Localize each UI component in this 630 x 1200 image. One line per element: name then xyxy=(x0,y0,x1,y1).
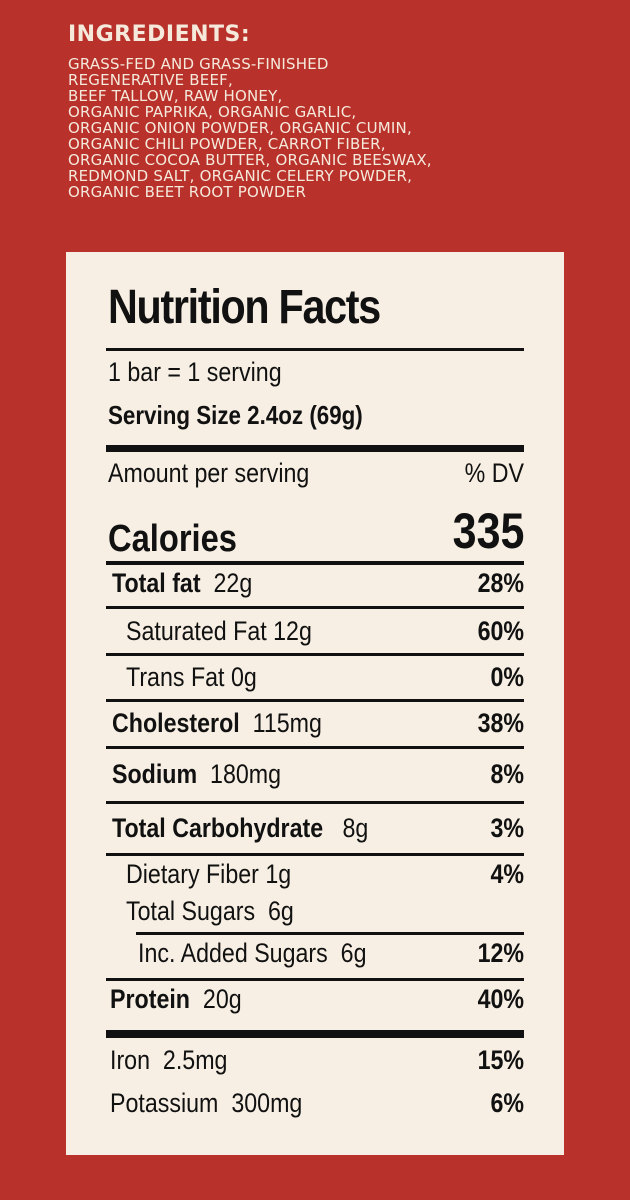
potassium-dv: 6% xyxy=(490,1088,524,1118)
iron-dv: 15% xyxy=(477,1045,524,1075)
total-carbohydrate-label: Total Carbohydrate xyxy=(112,813,324,843)
total-carbohydrate-dv: 3% xyxy=(490,813,524,843)
iron-amount: 2.5mg xyxy=(162,1045,228,1075)
calories-value: 335 xyxy=(452,503,524,559)
protein-row: Protein 20g xyxy=(110,984,242,1015)
dietary-fiber-dv: 4% xyxy=(490,859,524,889)
calories-label: Calories xyxy=(108,518,237,560)
ingredients-title: INGREDIENTS: xyxy=(68,22,251,47)
iron-label: Iron xyxy=(110,1045,151,1075)
nutrition-facts-title: Nutrition Facts xyxy=(108,281,381,334)
cholesterol-amount: 115mg xyxy=(252,708,322,738)
trans-fat-label: Trans Fat 0g xyxy=(126,662,257,692)
sodium-row: Sodium 180mg xyxy=(112,759,281,790)
sodium-label: Sodium xyxy=(112,759,198,789)
saturated-fat-dv: 60% xyxy=(477,616,524,646)
divider xyxy=(136,932,524,935)
ingredients-line: ORGANIC CHILI POWDER, CARROT FIBER, xyxy=(68,135,386,153)
servings-per-bar: 1 bar = 1 serving xyxy=(108,357,282,387)
amount-per-serving: Amount per serving xyxy=(108,458,310,488)
total-sugars-amount: 6g xyxy=(267,896,294,926)
divider xyxy=(106,699,524,702)
dietary-fiber-label: Dietary Fiber 1g xyxy=(126,859,292,889)
protein-dv: 40% xyxy=(477,984,524,1014)
serving-size: Serving Size 2.4oz (69g) xyxy=(108,400,363,430)
dv-header: % DV xyxy=(464,458,524,488)
protein-label: Protein xyxy=(110,984,190,1014)
divider xyxy=(106,978,524,981)
divider xyxy=(106,348,524,351)
ingredients-line: REGENERATIVE BEEF, xyxy=(68,71,233,89)
divider xyxy=(106,801,524,804)
total-carbohydrate-row: Total Carbohydrate 8g xyxy=(112,813,368,844)
potassium-row: Potassium 300mg xyxy=(110,1088,302,1119)
total-fat-row: Total fat 22g xyxy=(112,568,252,599)
total-sugars-row: Total Sugars 6g xyxy=(126,896,294,927)
sodium-amount: 180mg xyxy=(210,759,282,789)
divider xyxy=(106,606,524,609)
total-carbohydrate-amount: 8g xyxy=(342,813,369,843)
thick-divider xyxy=(106,445,524,452)
ingredients-line: ORGANIC COCOA BUTTER, ORGANIC BEESWAX, xyxy=(68,151,432,169)
thick-divider xyxy=(106,1030,524,1038)
trans-fat-dv: 0% xyxy=(490,662,524,692)
divider xyxy=(106,653,524,656)
potassium-label: Potassium xyxy=(110,1088,219,1118)
added-sugars-dv: 12% xyxy=(477,938,524,968)
protein-amount: 20g xyxy=(202,984,242,1014)
sodium-dv: 8% xyxy=(490,759,524,789)
total-sugars-label: Total Sugars xyxy=(126,896,256,926)
cholesterol-label: Cholesterol xyxy=(112,708,240,738)
potassium-amount: 300mg xyxy=(231,1088,303,1118)
ingredients-line: REDMOND SALT, ORGANIC CELERY POWDER, xyxy=(68,167,413,185)
total-fat-label: Total fat xyxy=(112,568,201,598)
ingredients-line: GRASS-FED AND GRASS-FINISHED xyxy=(68,55,329,73)
added-sugars-row: Inc. Added Sugars 6g xyxy=(138,938,367,969)
divider xyxy=(106,746,524,749)
total-fat-dv: 28% xyxy=(477,568,524,598)
ingredients-line: ORGANIC ONION POWDER, ORGANIC CUMIN, xyxy=(68,119,412,137)
nutrition-facts-panel: Nutrition Facts 1 bar = 1 serving Servin… xyxy=(66,252,564,1155)
total-fat-amount: 22g xyxy=(213,568,253,598)
ingredients-line: BEEF TALLOW, RAW HONEY, xyxy=(68,87,283,105)
divider xyxy=(106,561,524,565)
ingredients-section: INGREDIENTS: GRASS-FED AND GRASS-FINISHE… xyxy=(68,20,608,200)
added-sugars-label: Inc. Added Sugars xyxy=(138,938,328,968)
added-sugars-amount: 6g xyxy=(340,938,367,968)
iron-row: Iron 2.5mg xyxy=(110,1045,227,1076)
ingredients-line: ORGANIC BEET ROOT POWDER xyxy=(68,183,307,201)
ingredients-line: ORGANIC PAPRIKA, ORGANIC GARLIC, xyxy=(68,103,357,121)
divider xyxy=(106,853,524,856)
cholesterol-row: Cholesterol 115mg xyxy=(112,708,322,739)
saturated-fat-label: Saturated Fat 12g xyxy=(126,616,312,646)
cholesterol-dv: 38% xyxy=(477,708,524,738)
